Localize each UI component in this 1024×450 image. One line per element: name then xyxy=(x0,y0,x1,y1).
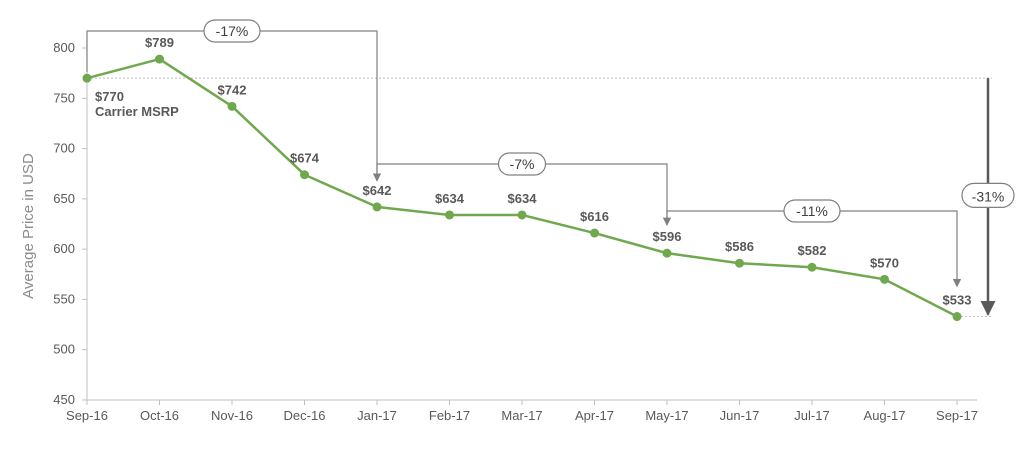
y-tick-label: 700 xyxy=(53,141,75,156)
y-tick-label: 800 xyxy=(53,40,75,55)
total-change-label: -31% xyxy=(972,188,1005,204)
data-label: $770 xyxy=(95,89,124,104)
data-label: $533 xyxy=(943,293,972,308)
change-badge xyxy=(783,199,841,223)
x-tick-label: Jul-17 xyxy=(794,408,829,423)
reference-label: Carrier MSRP xyxy=(95,104,179,119)
data-label: $634 xyxy=(435,191,465,206)
x-tick-label: Mar-17 xyxy=(501,408,542,423)
x-tick-label: Jun-17 xyxy=(720,408,760,423)
data-point xyxy=(372,202,382,212)
data-point xyxy=(590,228,599,238)
x-tick-label: Nov-16 xyxy=(211,408,253,423)
y-tick-label: 750 xyxy=(53,90,75,105)
change-badge xyxy=(203,19,261,43)
x-tick-label: Jan-17 xyxy=(357,408,397,423)
x-tick-label: Feb-17 xyxy=(429,408,470,423)
change-badge xyxy=(497,152,547,176)
change-badge-label: -7% xyxy=(510,156,535,172)
data-point xyxy=(807,262,817,272)
data-label: $596 xyxy=(653,229,682,244)
y-tick-label: 650 xyxy=(53,191,75,206)
data-point xyxy=(155,54,164,64)
data-point xyxy=(82,73,92,83)
data-point xyxy=(662,248,672,258)
y-tick-label: 500 xyxy=(53,342,75,357)
x-tick-label: Sep-16 xyxy=(66,408,108,423)
data-label: $570 xyxy=(870,255,899,270)
x-tick-label: Dec-16 xyxy=(284,408,326,423)
data-point xyxy=(952,312,962,322)
data-label: $742 xyxy=(218,82,247,97)
data-label: $674 xyxy=(290,151,320,166)
y-tick-label: 600 xyxy=(53,241,75,256)
data-label: $586 xyxy=(725,239,754,254)
change-badge-label: -11% xyxy=(796,203,828,219)
data-label: $616 xyxy=(580,209,609,224)
x-tick-label: May-17 xyxy=(645,408,688,423)
y-axis-label: Average Price in USD xyxy=(20,153,37,299)
x-tick-label: Aug-17 xyxy=(864,408,906,423)
data-label: $642 xyxy=(363,183,392,198)
data-point xyxy=(517,210,527,220)
price-series-line xyxy=(86,57,958,318)
data-label: $789 xyxy=(145,35,174,50)
x-tick-label: Oct-16 xyxy=(140,408,179,423)
change-badge-label: -17% xyxy=(216,23,249,39)
total-change-badge xyxy=(961,182,1015,208)
x-tick-label: Apr-17 xyxy=(575,408,614,423)
data-label: $634 xyxy=(508,191,538,206)
y-tick-label: 550 xyxy=(53,291,75,306)
data-label: $582 xyxy=(798,243,827,258)
data-point xyxy=(880,274,889,284)
data-point xyxy=(300,170,309,180)
data-point xyxy=(735,258,744,268)
data-point xyxy=(227,101,237,111)
data-point xyxy=(445,210,454,220)
x-tick-label: Sep-17 xyxy=(936,408,978,423)
y-tick-label: 450 xyxy=(53,392,75,407)
